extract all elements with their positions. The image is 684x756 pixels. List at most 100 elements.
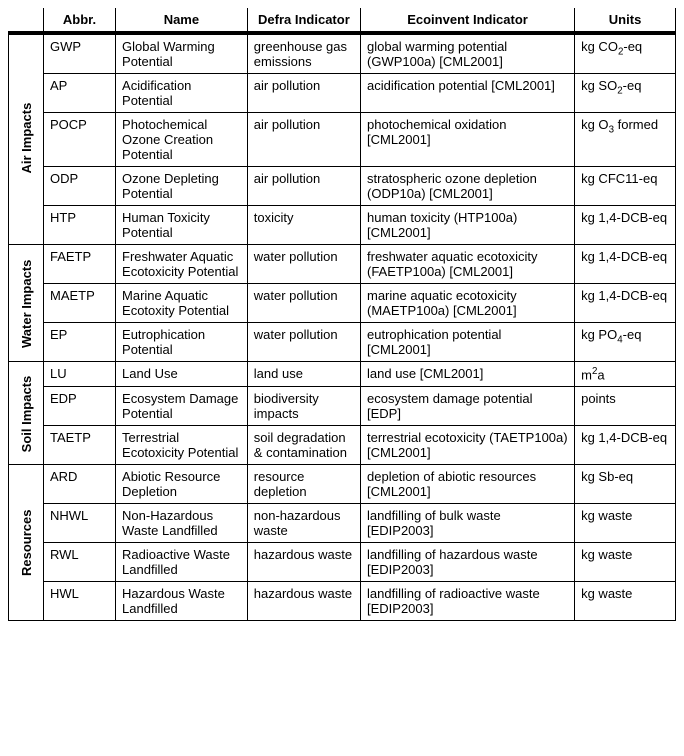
cell-defra: water pollution [247,284,360,323]
cell-name: Eutrophication Potential [116,323,248,362]
cell-eco: land use [CML2001] [361,362,575,387]
table-row: NHWLNon-Hazardous Waste Landfillednon-ha… [9,504,676,543]
cell-name: Non-Hazardous Waste Landfilled [116,504,248,543]
table-body: Air ImpactsGWPGlobal Warming Potentialgr… [9,33,676,621]
cell-abbr: TAETP [43,426,115,465]
cell-name: Abiotic Resource Depletion [116,465,248,504]
cell-abbr: RWL [43,543,115,582]
header-group-blank [9,8,44,33]
header-units: Units [575,8,676,33]
cell-units: kg waste [575,543,676,582]
header-eco: Ecoinvent Indicator [361,8,575,33]
cell-units: kg O3 formed [575,113,676,167]
table-row: Air ImpactsGWPGlobal Warming Potentialgr… [9,33,676,74]
cell-abbr: MAETP [43,284,115,323]
cell-units: kg PO4-eq [575,323,676,362]
cell-eco: marine aquatic ecotoxicity (MAETP100a) [… [361,284,575,323]
cell-units: kg 1,4-DCB-eq [575,206,676,245]
cell-name: Photochemical Ozone Creation Potential [116,113,248,167]
cell-units: kg 1,4-DCB-eq [575,245,676,284]
table-row: APAcidification Potentialair pollutionac… [9,74,676,113]
cell-units: points [575,387,676,426]
cell-name: Ozone Depleting Potential [116,167,248,206]
table-row: POCPPhotochemical Ozone Creation Potenti… [9,113,676,167]
cell-defra: hazardous waste [247,543,360,582]
table-header-row: Abbr. Name Defra Indicator Ecoinvent Ind… [9,8,676,33]
cell-eco: human toxicity (HTP100a) [CML2001] [361,206,575,245]
table-row: EDPEcosystem Damage Potentialbiodiversit… [9,387,676,426]
group-label: Resources [9,465,44,621]
table-row: EPEutrophication Potentialwater pollutio… [9,323,676,362]
cell-defra: toxicity [247,206,360,245]
cell-units: kg waste [575,582,676,621]
cell-name: Land Use [116,362,248,387]
table-row: Soil ImpactsLULand Useland useland use [… [9,362,676,387]
table-row: RWLRadioactive Waste Landfilledhazardous… [9,543,676,582]
cell-name: Global Warming Potential [116,33,248,74]
cell-defra: air pollution [247,167,360,206]
cell-eco: photochemical oxidation [CML2001] [361,113,575,167]
cell-eco: landfilling of hazardous waste [EDIP2003… [361,543,575,582]
cell-defra: air pollution [247,74,360,113]
cell-name: Terrestrial Ecotoxicity Potential [116,426,248,465]
cell-name: Marine Aquatic Ecotoxity Potential [116,284,248,323]
cell-defra: greenhouse gas emissions [247,33,360,74]
cell-defra: water pollution [247,245,360,284]
table-row: TAETPTerrestrial Ecotoxicity Potentialso… [9,426,676,465]
cell-eco: landfilling of bulk waste [EDIP2003] [361,504,575,543]
cell-name: Ecosystem Damage Potential [116,387,248,426]
cell-eco: freshwater aquatic ecotoxicity (FAETP100… [361,245,575,284]
header-abbr: Abbr. [43,8,115,33]
cell-name: Acidification Potential [116,74,248,113]
cell-defra: water pollution [247,323,360,362]
cell-units: kg Sb-eq [575,465,676,504]
cell-abbr: LU [43,362,115,387]
cell-name: Radioactive Waste Landfilled [116,543,248,582]
cell-name: Human Toxicity Potential [116,206,248,245]
cell-defra: non-hazardous waste [247,504,360,543]
cell-eco: stratospheric ozone depletion (ODP10a) [… [361,167,575,206]
group-label: Soil Impacts [9,362,44,465]
cell-abbr: HWL [43,582,115,621]
table-row: HWLHazardous Waste Landfilledhazardous w… [9,582,676,621]
cell-abbr: FAETP [43,245,115,284]
cell-defra: hazardous waste [247,582,360,621]
cell-abbr: ARD [43,465,115,504]
cell-abbr: GWP [43,33,115,74]
cell-eco: terrestrial ecotoxicity (TAETP100a) [CML… [361,426,575,465]
table-row: ODPOzone Depleting Potentialair pollutio… [9,167,676,206]
cell-abbr: EP [43,323,115,362]
cell-units: kg SO2-eq [575,74,676,113]
table-row: HTPHuman Toxicity Potentialtoxicityhuman… [9,206,676,245]
cell-abbr: NHWL [43,504,115,543]
cell-defra: resource depletion [247,465,360,504]
table-row: ResourcesARDAbiotic Resource Depletionre… [9,465,676,504]
cell-units: kg CO2-eq [575,33,676,74]
cell-abbr: ODP [43,167,115,206]
impacts-table: Abbr. Name Defra Indicator Ecoinvent Ind… [8,8,676,621]
cell-eco: landfilling of radioactive waste [EDIP20… [361,582,575,621]
cell-eco: ecosystem damage potential [EDP] [361,387,575,426]
cell-defra: air pollution [247,113,360,167]
cell-abbr: EDP [43,387,115,426]
cell-name: Hazardous Waste Landfilled [116,582,248,621]
cell-abbr: HTP [43,206,115,245]
group-label: Air Impacts [9,33,44,245]
cell-units: kg 1,4-DCB-eq [575,284,676,323]
table-row: Water ImpactsFAETPFreshwater Aquatic Eco… [9,245,676,284]
header-name: Name [116,8,248,33]
cell-defra: biodiversity impacts [247,387,360,426]
cell-defra: land use [247,362,360,387]
cell-units: kg waste [575,504,676,543]
cell-defra: soil degradation & contamination [247,426,360,465]
cell-units: m2a [575,362,676,387]
cell-units: kg CFC11-eq [575,167,676,206]
table-row: MAETPMarine Aquatic Ecotoxity Potentialw… [9,284,676,323]
cell-abbr: AP [43,74,115,113]
cell-units: kg 1,4-DCB-eq [575,426,676,465]
cell-abbr: POCP [43,113,115,167]
cell-eco: acidification potential [CML2001] [361,74,575,113]
cell-name: Freshwater Aquatic Ecotoxicity Potential [116,245,248,284]
cell-eco: depletion of abiotic resources [CML2001] [361,465,575,504]
header-defra: Defra Indicator [247,8,360,33]
